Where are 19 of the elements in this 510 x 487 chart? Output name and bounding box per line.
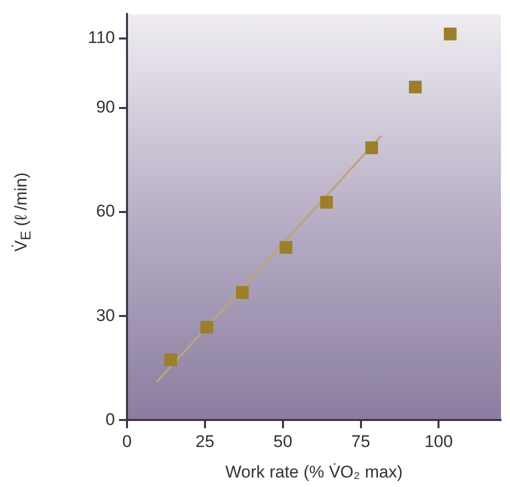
point	[444, 28, 457, 40]
x-tick-label: 0	[122, 432, 132, 452]
y-tick-label: 30	[96, 306, 115, 325]
point	[320, 196, 333, 209]
y-tick-label: 0	[106, 410, 115, 429]
point	[236, 286, 249, 299]
y-tick-label: 60	[96, 202, 115, 221]
x-tick-label: 75	[351, 432, 370, 452]
point	[164, 353, 177, 366]
x-tick-label: 25	[195, 432, 214, 452]
y-tick-label: 110	[88, 28, 115, 48]
point	[365, 141, 378, 154]
point	[280, 241, 292, 254]
point	[408, 80, 422, 94]
x-tick-label: 100	[424, 432, 453, 452]
x-axis-title: Work rate (% V̇O₂ max)	[225, 462, 403, 482]
x-tick-label: 50	[273, 432, 292, 452]
point	[200, 320, 214, 334]
y-tick-label: 90	[96, 98, 115, 117]
